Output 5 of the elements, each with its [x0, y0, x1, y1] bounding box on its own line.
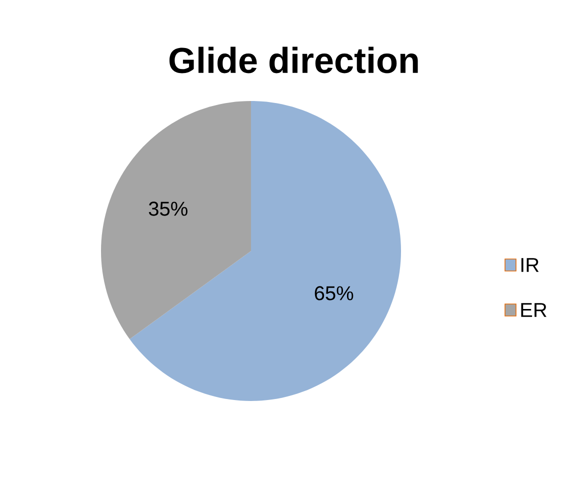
- data-label: 65%: [314, 286, 354, 300]
- chart-title: Glide direction: [169, 46, 418, 74]
- legend-label: ER: [521, 303, 546, 317]
- legend-label: IR: [521, 258, 539, 272]
- data-label: 35%: [148, 202, 188, 216]
